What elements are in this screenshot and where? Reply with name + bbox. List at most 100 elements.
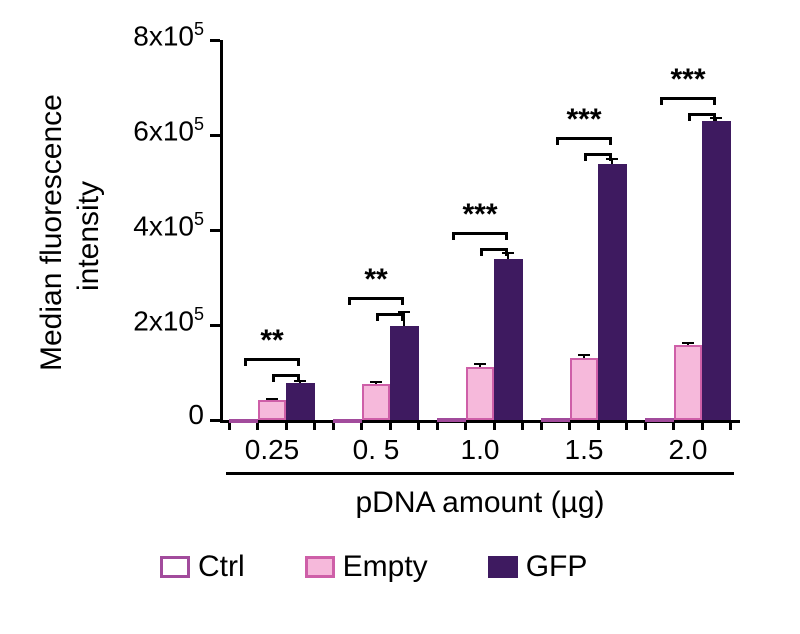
error-cap [294,380,306,382]
sig-bracket [688,113,716,116]
x-tick-label: 1.5 [532,434,636,466]
x-tick [729,420,732,430]
y-tick [210,324,220,327]
sig-bracket [609,137,612,145]
bar-gfp [494,259,522,420]
bar-gfp [390,326,418,420]
x-categories-underline [226,472,734,475]
bar-gfp [598,164,626,421]
x-tick [493,420,496,430]
y-tick-label: 0 [188,399,204,431]
sig-bracket [609,153,612,161]
error-cap [710,117,722,119]
bar-ctrl [437,418,465,422]
sig-label: ** [229,326,314,356]
sig-bracket [505,248,508,256]
bar-empty [362,384,390,420]
bar-ctrl [541,418,569,422]
sig-bracket [660,97,717,100]
sig-bracket [297,358,300,366]
sig-bracket [688,113,691,121]
legend-swatch [305,556,335,578]
x-tick [597,420,600,430]
bar-empty [258,400,286,420]
sig-bracket [376,313,404,316]
sig-bracket [376,313,379,321]
x-tick [625,420,628,430]
sig-bracket [556,137,559,145]
sig-bracket [452,232,509,235]
x-axis-title: pDNA amount (µg) [220,486,740,520]
sig-bracket [480,248,508,251]
sig-bracket [713,113,716,121]
legend-label: Ctrl [198,550,245,584]
x-tick [313,420,316,430]
bar-ctrl [645,418,673,422]
y-tick-label: 2x105 [133,304,204,337]
sig-bracket [556,137,613,140]
bar-gfp [286,383,314,420]
error-cap [606,158,618,160]
fluorescence-bar-chart: Median fluorescence intensity pDNA amoun… [0,0,800,634]
y-axis-title-line2: intensity [72,181,106,291]
y-tick [210,419,220,422]
sig-bracket [244,358,247,366]
sig-bracket [480,248,483,256]
legend: Ctrl Empty GFP [160,550,587,584]
y-tick-label: 6x105 [133,114,204,147]
sig-bracket [584,153,612,156]
sig-label: ** [333,265,418,295]
error-cap [266,398,278,400]
legend-item-empty: Empty [305,550,428,584]
x-tick-label: 0. 5 [324,434,428,466]
y-tick-label: 8x105 [133,19,204,52]
sig-bracket [713,97,716,105]
error-cap [682,342,694,344]
error-cap [370,381,382,383]
legend-swatch [488,556,518,578]
bar-empty [570,358,598,420]
sig-bracket [348,297,405,300]
y-tick [210,229,220,232]
legend-label: GFP [526,550,588,584]
sig-bracket [348,297,351,305]
bar-empty [466,367,494,420]
y-axis-title-line1: Median fluorescence [35,94,69,371]
x-tick-label: 2.0 [636,434,740,466]
sig-bracket [401,297,404,305]
sig-bracket [584,153,587,161]
sig-bracket [244,358,301,361]
sig-bracket [660,97,663,105]
legend-item-ctrl: Ctrl [160,550,245,584]
sig-label: *** [541,105,626,135]
x-tick [389,420,392,430]
error-cap [502,252,514,254]
x-tick-label: 1.0 [428,434,532,466]
legend-swatch [160,556,190,578]
bar-ctrl [229,419,257,423]
y-axis [220,40,223,420]
legend-label: Empty [343,550,428,584]
sig-label: *** [645,65,730,95]
sig-bracket [272,374,300,377]
sig-bracket [452,232,455,240]
bar-gfp [702,121,730,420]
x-tick [701,420,704,430]
legend-item-gfp: GFP [488,550,588,584]
sig-bracket [401,313,404,321]
sig-bracket [297,374,300,382]
y-tick [210,134,220,137]
y-tick-label: 4x105 [133,209,204,242]
x-tick [521,420,524,430]
bar-ctrl [333,419,361,423]
sig-label: *** [437,200,522,230]
error-cap [578,354,590,356]
x-tick [417,420,420,430]
bar-empty [674,345,702,420]
sig-bracket [272,374,275,382]
x-tick [285,420,288,430]
y-tick [210,39,220,42]
sig-bracket [505,232,508,240]
x-tick-label: 0.25 [220,434,324,466]
error-cap [474,363,486,365]
